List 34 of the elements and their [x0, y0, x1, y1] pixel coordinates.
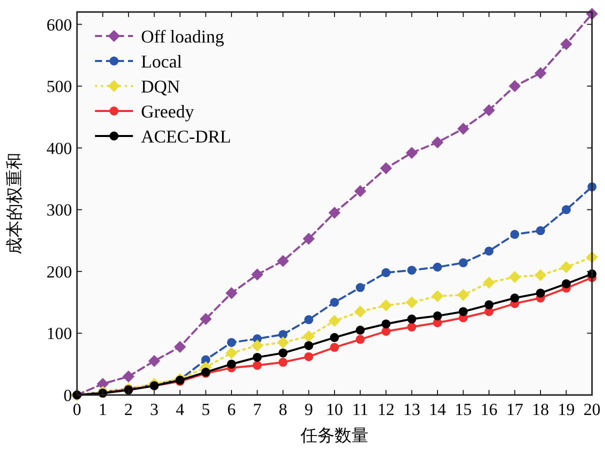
y-axis-title: 成本的权重和 — [5, 152, 25, 254]
x-tick-label: 17 — [506, 400, 524, 419]
x-tick-label: 16 — [480, 400, 498, 419]
x-tick-label: 15 — [454, 400, 472, 419]
x-tick-label: 1 — [98, 400, 107, 419]
x-tick-label: 13 — [403, 400, 420, 419]
y-tick-label: 200 — [46, 262, 72, 282]
legend-label: ACEC-DRL — [141, 126, 231, 146]
x-tick-label: 18 — [532, 400, 549, 419]
y-tick-label: 100 — [46, 324, 72, 344]
y-tick-label: 400 — [46, 138, 72, 158]
x-tick-label: 4 — [176, 400, 185, 419]
x-tick-label: 3 — [150, 400, 158, 419]
y-tick-label: 0 — [64, 386, 72, 405]
x-tick-label: 6 — [227, 400, 236, 419]
x-tick-label: 8 — [278, 400, 288, 419]
x-tick-label: 19 — [558, 400, 575, 419]
x-tick-label: 10 — [326, 400, 343, 419]
x-tick-label: 7 — [253, 400, 262, 419]
legend-label: Local — [141, 51, 182, 72]
y-tick-label: 600 — [46, 15, 72, 34]
x-tick-label: 9 — [304, 400, 313, 419]
y-tick-label: 500 — [46, 77, 72, 96]
x-tick-label: 5 — [202, 400, 210, 419]
x-tick-label: 12 — [378, 400, 394, 419]
y-tick-label: 300 — [46, 200, 72, 220]
legend-label: Off loading — [141, 26, 224, 46]
x-axis-title: 任务数量 — [300, 426, 368, 446]
x-tick-label: 11 — [352, 400, 368, 419]
legend-label: DQN — [141, 76, 180, 96]
x-tick-label: 2 — [124, 400, 133, 419]
legend-label: Greedy — [141, 101, 194, 122]
x-tick-label: 14 — [429, 400, 446, 419]
x-tick-label: 20 — [584, 400, 600, 419]
